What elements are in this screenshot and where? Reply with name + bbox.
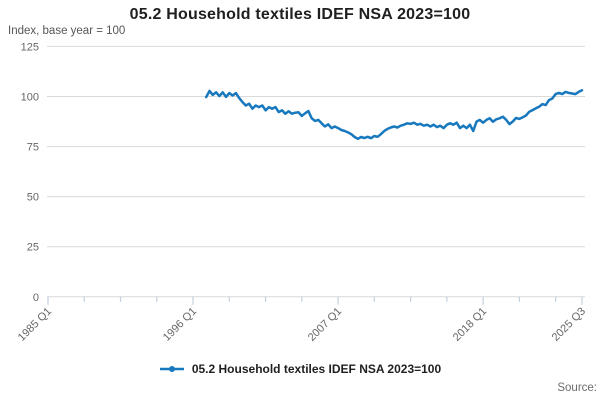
legend: 05.2 Household textiles IDEF NSA 2023=10… xyxy=(0,362,600,376)
source-label: Source: xyxy=(557,382,597,394)
chart-subtitle: Index, base year = 100 xyxy=(8,25,126,37)
x-axis-tick-label: 2025 Q3 xyxy=(550,305,588,343)
y-axis-tick-label: 0 xyxy=(33,292,39,304)
legend-item-label: 05.2 Household textiles IDEF NSA 2023=10… xyxy=(191,362,442,376)
x-axis-tick-label: 1996 Q1 xyxy=(161,305,199,343)
x-axis-tick-label: 1985 Q1 xyxy=(16,305,54,343)
y-axis-tick-label: 100 xyxy=(21,92,39,104)
y-axis-tick-label: 75 xyxy=(27,142,39,154)
x-axis-tick-label: 2018 Q1 xyxy=(451,305,489,343)
legend-line-marker-icon xyxy=(159,366,184,372)
series-line-household-textiles xyxy=(204,89,584,141)
x-axis-tick-label: 2007 Q1 xyxy=(306,305,344,343)
y-axis-tick-label: 125 xyxy=(21,41,39,53)
chart-title: 05.2 Household textiles IDEF NSA 2023=10… xyxy=(129,6,471,23)
chart-canvas: 0 25 50 75 100 125 1985 Q1 1996 Q1 2007 Q1 2018 Q… xyxy=(16,41,588,343)
legend-item[interactable]: 05.2 Household textiles IDEF NSA 2023=10… xyxy=(159,362,441,376)
y-axis-tick-label: 25 xyxy=(27,242,39,254)
y-axis-tick-label: 50 xyxy=(27,192,39,204)
